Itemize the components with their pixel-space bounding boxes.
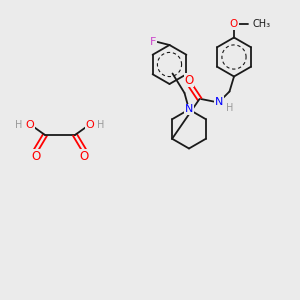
Text: O: O [85,119,94,130]
Text: H: H [226,103,233,113]
Text: O: O [184,74,194,87]
Text: O: O [32,149,40,163]
Text: CH₃: CH₃ [253,19,271,29]
Text: H: H [15,119,22,130]
Text: N: N [185,104,193,115]
Text: H: H [98,119,105,130]
Text: O: O [80,149,88,163]
Text: N: N [215,97,223,107]
Text: O: O [26,119,34,130]
Text: O: O [230,19,238,29]
Text: F: F [150,37,156,47]
